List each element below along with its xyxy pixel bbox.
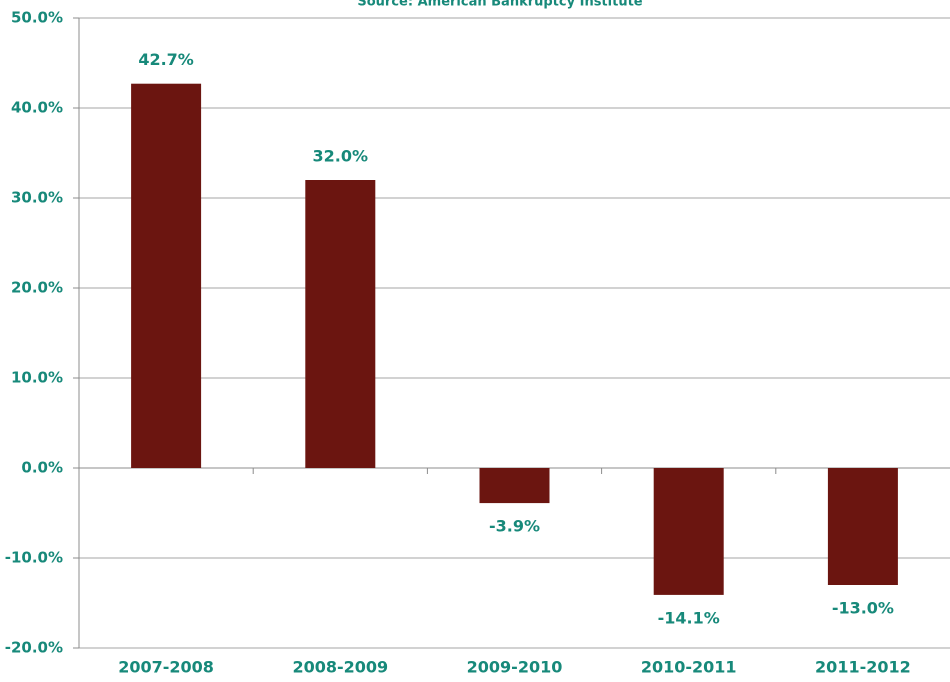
x-tick-label: 2007-2008 bbox=[118, 658, 214, 677]
y-tick-label: 30.0% bbox=[11, 189, 63, 207]
chart-subtitle: Source: American Bankruptcy Institute bbox=[357, 0, 642, 10]
y-tick-label: 0.0% bbox=[21, 459, 63, 477]
y-tick-label: 50.0% bbox=[11, 9, 63, 27]
bar bbox=[131, 83, 202, 468]
x-tick-label: 2008-2009 bbox=[292, 658, 388, 677]
bar bbox=[305, 180, 376, 468]
y-tick-label: 40.0% bbox=[11, 99, 63, 117]
y-tick-label: 10.0% bbox=[11, 369, 63, 387]
bar bbox=[827, 468, 898, 585]
x-tick-label: 2009-2010 bbox=[467, 658, 563, 677]
value-label: -14.1% bbox=[658, 608, 720, 627]
x-tick-label: 2011-2012 bbox=[815, 658, 911, 677]
y-tick-label: 20.0% bbox=[11, 279, 63, 297]
value-label: 42.7% bbox=[138, 50, 194, 69]
y-tick-label: -20.0% bbox=[5, 639, 63, 657]
bar bbox=[653, 468, 724, 595]
value-label: -13.0% bbox=[832, 599, 894, 618]
x-tick-label: 2010-2011 bbox=[641, 658, 737, 677]
value-label: 32.0% bbox=[313, 147, 369, 166]
value-label: -3.9% bbox=[489, 517, 540, 536]
y-tick-label: -10.0% bbox=[5, 549, 63, 567]
bar bbox=[479, 468, 550, 504]
